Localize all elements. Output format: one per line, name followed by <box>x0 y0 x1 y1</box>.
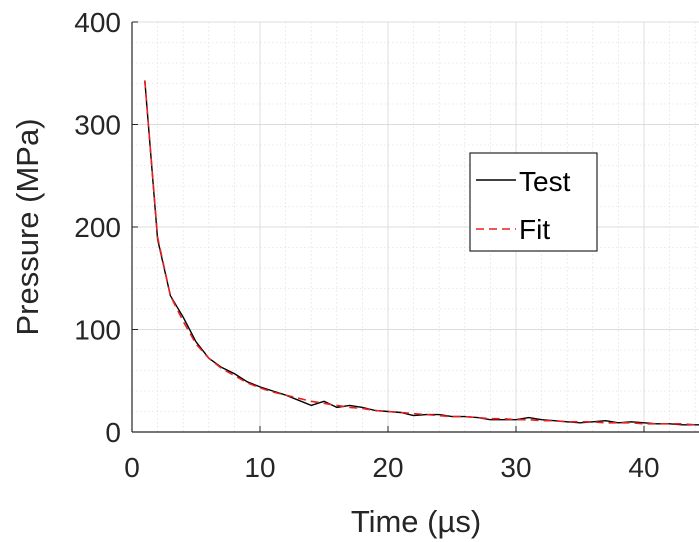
y-tick-label: 200 <box>74 212 121 243</box>
x-tick-labels: 0 10 20 30 40 <box>124 452 659 483</box>
y-axis-title: Pressure (MPa) <box>10 118 45 335</box>
y-tick-label: 400 <box>74 7 121 38</box>
x-tick-label: 0 <box>124 452 140 483</box>
legend-fit-label: Fit <box>519 214 550 245</box>
x-tick-label: 30 <box>500 452 531 483</box>
series-line-fit <box>144 80 699 426</box>
x-tick-label: 40 <box>628 452 659 483</box>
series-layer <box>144 80 699 426</box>
axes <box>131 21 699 433</box>
y-tick-labels: 0 100 200 300 400 <box>74 7 121 448</box>
y-tick-label: 100 <box>74 315 121 346</box>
x-tick-label: 10 <box>244 452 275 483</box>
y-tick-label: 300 <box>74 110 121 141</box>
x-axis-title: Time (µs) <box>351 504 481 539</box>
y-tick-label: 0 <box>105 417 121 448</box>
legend: Test Fit <box>469 152 598 252</box>
legend-test-label: Test <box>519 166 571 197</box>
legend-box <box>469 152 598 252</box>
x-tick-label: 20 <box>372 452 403 483</box>
